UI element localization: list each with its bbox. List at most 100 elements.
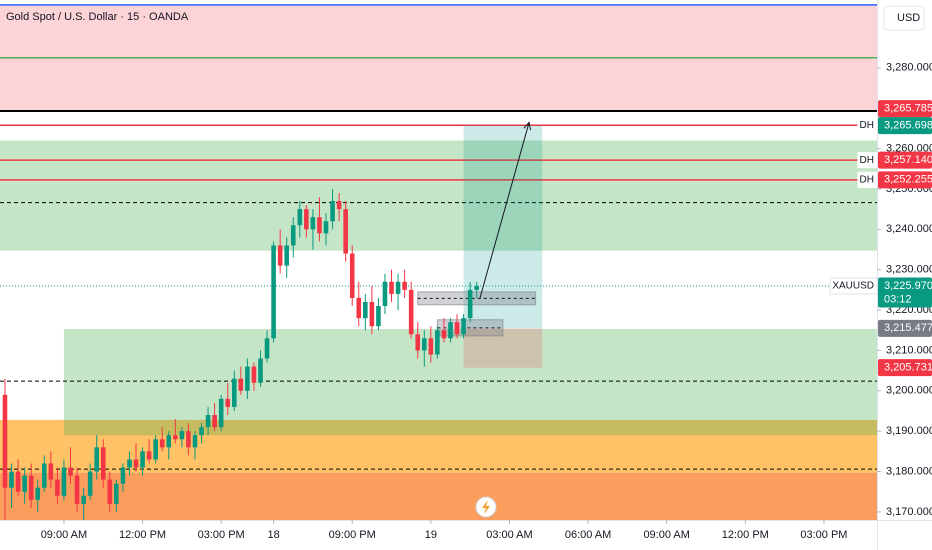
- arrow: [479, 122, 530, 299]
- candle-body: [467, 289, 473, 319]
- price-label: 3,225.970: [884, 280, 932, 292]
- x-tick-label: 09:00 PM: [329, 529, 376, 541]
- candle-body: [127, 459, 132, 468]
- x-tick-label: 12:00 PM: [722, 529, 769, 541]
- x-tick-label: 09:00 AM: [41, 529, 87, 541]
- candle-body: [323, 221, 329, 234]
- x-tick-label: 09:00 AM: [643, 529, 689, 541]
- candle-body: [41, 463, 47, 488]
- candle-body: [179, 431, 185, 440]
- candle-body: [421, 338, 427, 351]
- candle-body: [395, 281, 401, 294]
- candle-body: [356, 297, 362, 319]
- price-tag-box: [829, 277, 878, 295]
- currency[interactable]: USD: [897, 12, 920, 24]
- y-tick-label: 3,180.000: [886, 465, 932, 477]
- x-tick-label: 19: [425, 529, 437, 541]
- candle-body: [107, 479, 113, 504]
- candle-body: [199, 427, 204, 436]
- currency-button[interactable]: [883, 5, 925, 31]
- candle-body: [297, 209, 303, 226]
- lightning-icon: [482, 500, 490, 514]
- candle-body: [100, 447, 106, 480]
- candle-body: [258, 358, 263, 383]
- candle-body: [310, 217, 316, 230]
- x-tick-label: 18: [267, 529, 279, 541]
- candle-body: [74, 475, 80, 504]
- zone: [0, 140, 877, 251]
- x-tick-label: 06:00 AM: [565, 529, 611, 541]
- candle-body: [389, 281, 394, 294]
- candle-body: [435, 330, 440, 355]
- price-label-sub: 03:12: [884, 293, 912, 305]
- candle-body: [133, 459, 139, 468]
- candle-body: [271, 245, 276, 339]
- candle-body: [330, 201, 335, 222]
- candle-body: [120, 467, 126, 484]
- candle-body: [186, 431, 191, 448]
- candle-body: [461, 318, 466, 335]
- candle-body: [304, 209, 309, 230]
- candle-body: [15, 471, 21, 492]
- price-label: 3,205.731: [884, 362, 932, 374]
- candle-body: [114, 483, 119, 504]
- x-tick-label: 03:00 PM: [800, 529, 847, 541]
- axes: 3,170.000 3,180.000 3,190.000 3,200.000 3,21…: [41, 62, 932, 541]
- candle-body: [68, 467, 73, 476]
- candle-body: [146, 451, 152, 460]
- candle-body: [87, 471, 93, 496]
- price-label: 3,215.477: [884, 322, 932, 334]
- candle-body: [35, 487, 41, 500]
- zone: [63, 329, 877, 436]
- price-tag: DH: [860, 120, 874, 131]
- price-label-box: [878, 171, 932, 189]
- price-tag: XAUUSD: [832, 281, 874, 292]
- candle-body: [277, 245, 283, 266]
- x-tick-label: 12:00 PM: [119, 529, 166, 541]
- candle-body: [349, 253, 355, 298]
- candle-body: [212, 415, 217, 428]
- candle-body: [22, 475, 27, 492]
- candle-body: [218, 398, 224, 428]
- price-label: 3,257.140: [884, 154, 932, 166]
- candle-body: [448, 322, 453, 339]
- candle-body: [408, 289, 414, 335]
- candle-body: [231, 378, 237, 407]
- candle-body: [166, 435, 172, 448]
- price-label-box: [878, 100, 932, 118]
- candle-body: [428, 338, 434, 355]
- candle-body: [376, 306, 381, 327]
- x-tick-label: 03:00 PM: [198, 529, 245, 541]
- y-tick-label: 3,230.000: [886, 264, 932, 276]
- y-tick-label: 3,190.000: [886, 425, 932, 437]
- plot-area: [0, 4, 877, 520]
- candle-body: [363, 301, 368, 319]
- price-tag: DH: [860, 174, 874, 185]
- price-label-box: [878, 359, 932, 377]
- y-tick-label: 3,200.000: [886, 385, 932, 397]
- candle-body: [48, 463, 54, 480]
- price-tag-box: [857, 152, 877, 169]
- price-label-box: [878, 277, 932, 308]
- price-label-box: [878, 117, 932, 135]
- candle-body: [251, 366, 257, 383]
- candle-body: [192, 435, 198, 448]
- zone: [0, 419, 877, 473]
- price-tag: DH: [860, 155, 874, 166]
- candle-body: [205, 415, 211, 428]
- price-label-box: [878, 319, 932, 337]
- y-tick-label: 3,260.000: [886, 142, 932, 154]
- price-label: 3,265.785: [884, 102, 932, 114]
- price-label: 3,265.698: [884, 119, 932, 131]
- y-tick-label: 3,240.000: [886, 223, 932, 235]
- y-tick-label: 3,170.000: [886, 506, 932, 518]
- x-tick-label: 03:00 AM: [486, 529, 532, 541]
- candle-body: [9, 471, 14, 488]
- candle-body: [140, 451, 145, 468]
- candle-body: [238, 378, 244, 391]
- candle-body: [382, 281, 388, 307]
- price-tag-box: [857, 117, 877, 134]
- candle-body: [225, 398, 231, 407]
- y-tick-label: 3,280.000: [886, 62, 932, 74]
- price-label: 3,252.255: [884, 174, 932, 186]
